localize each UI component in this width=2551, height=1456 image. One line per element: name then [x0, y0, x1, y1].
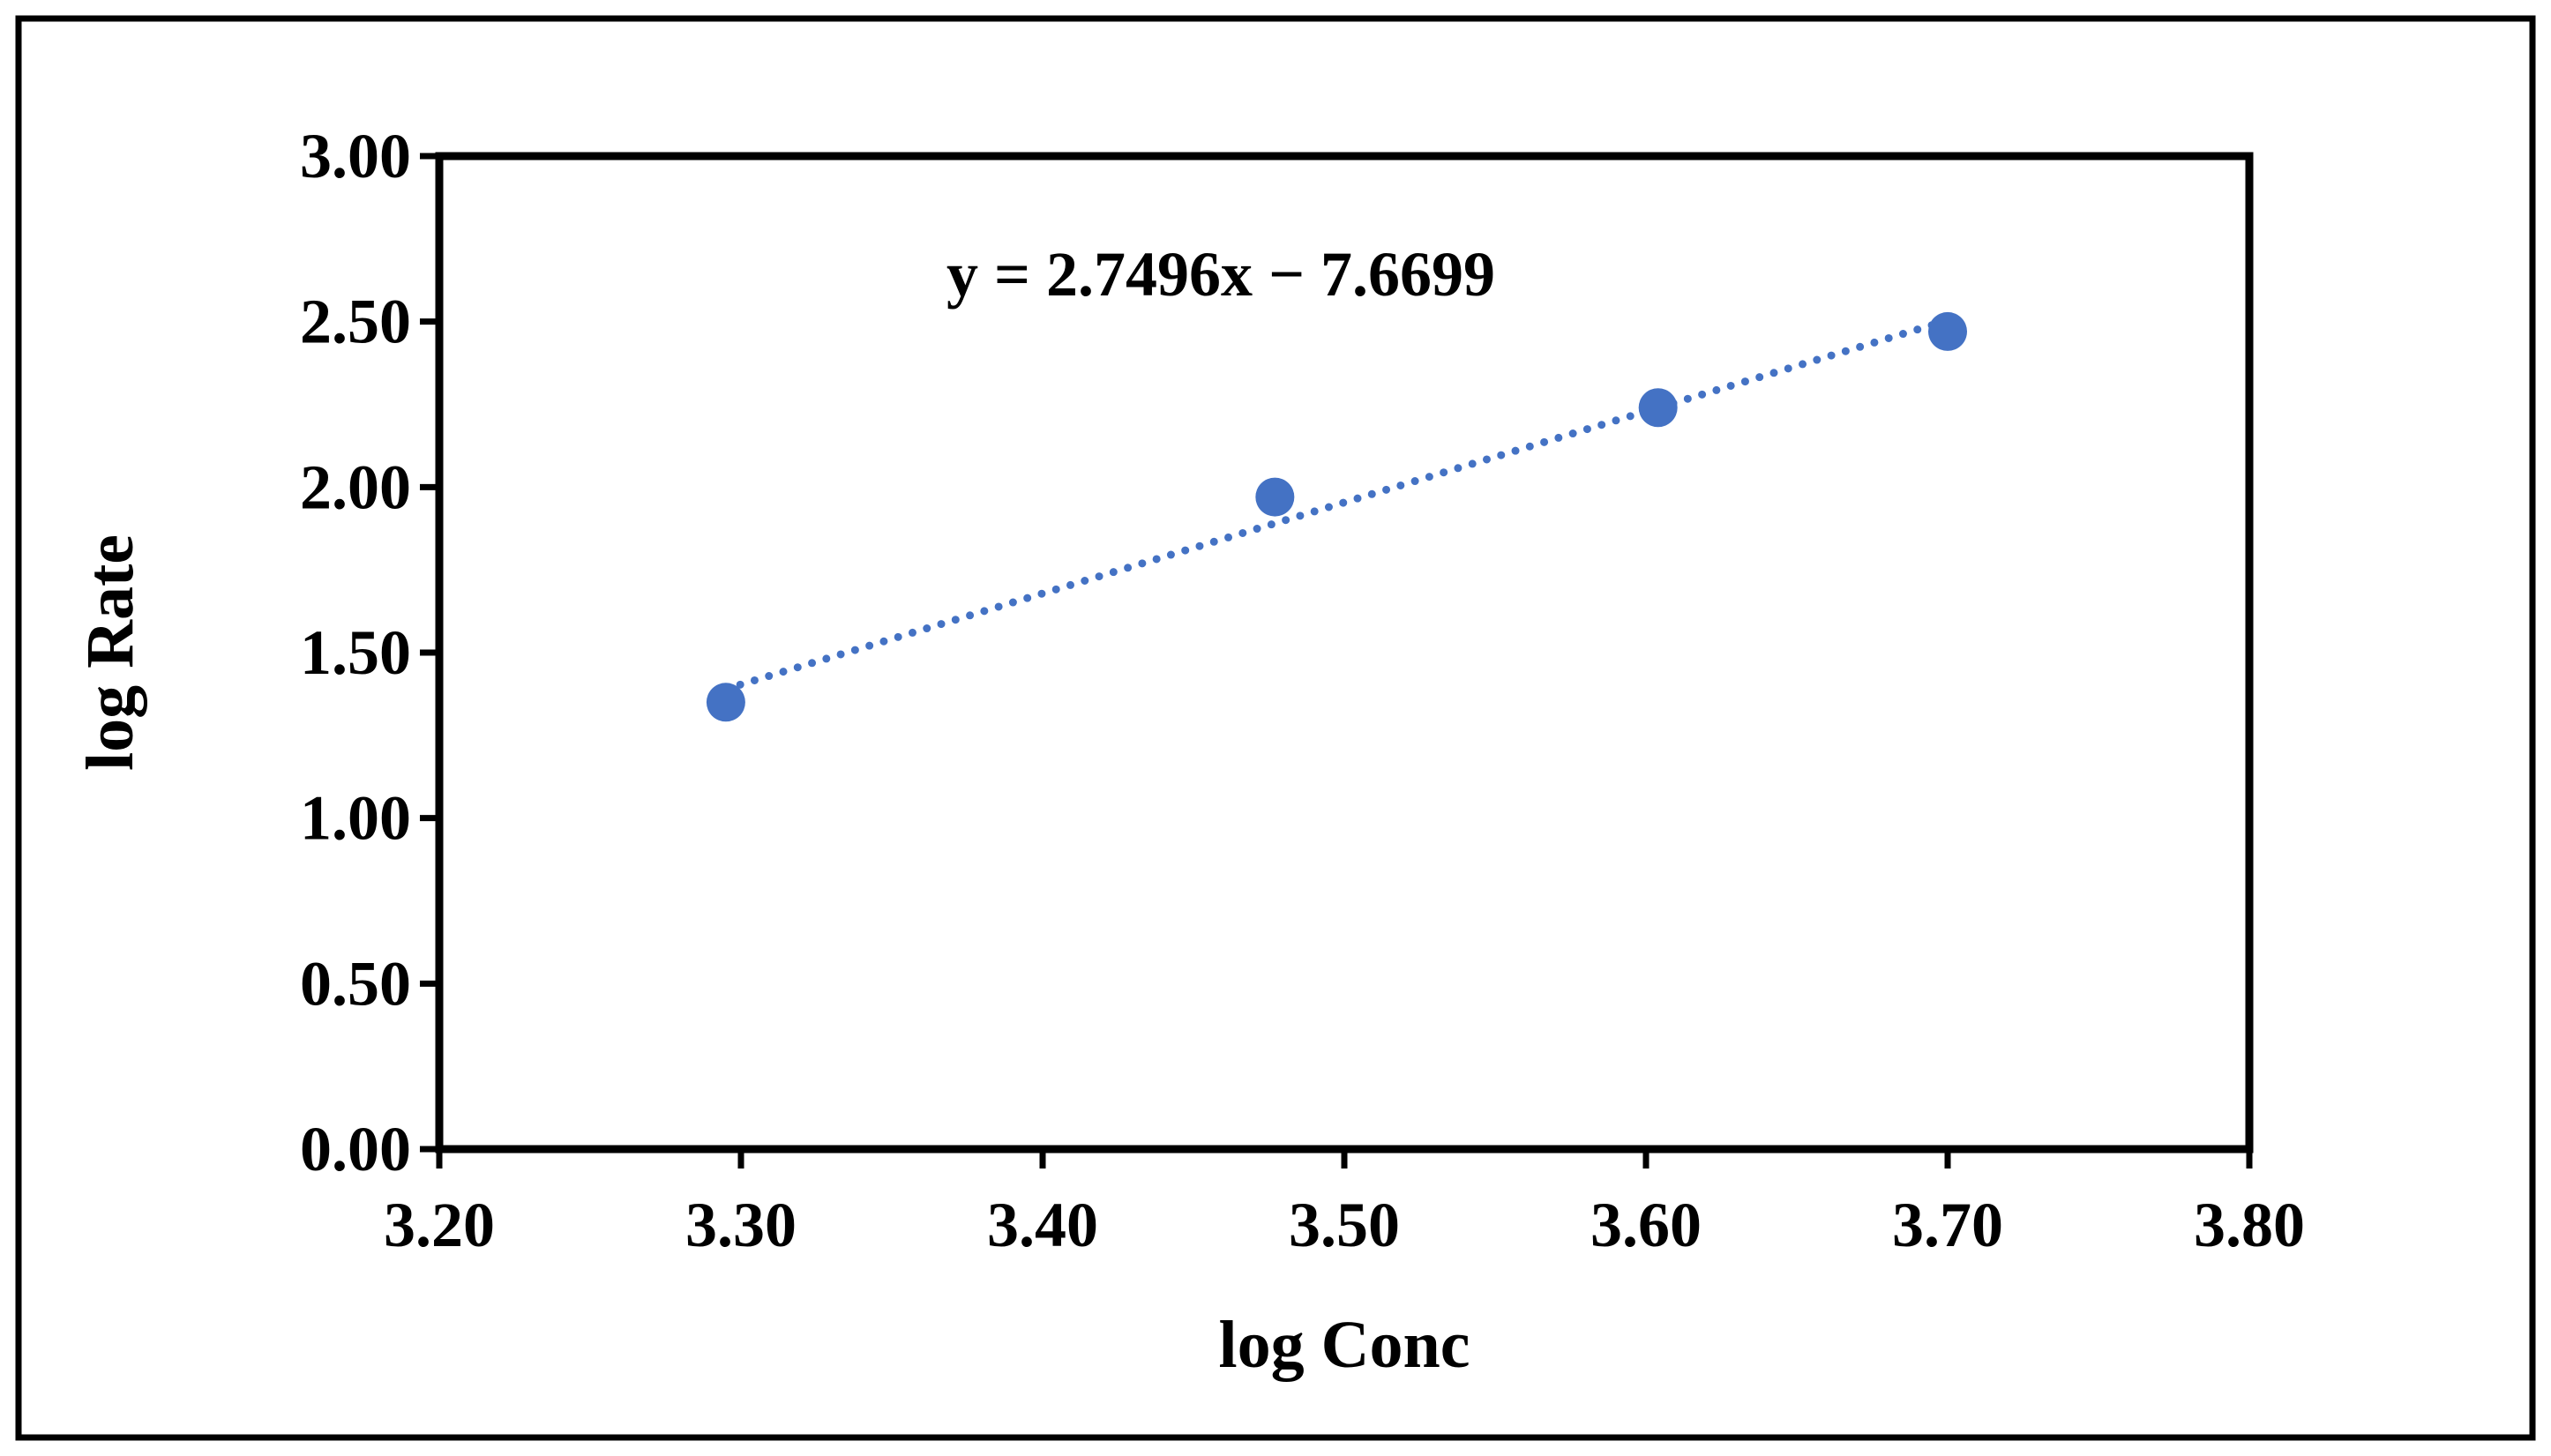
y-tick-label: 1.50	[300, 617, 411, 688]
x-axis-ticks: 3.20 3.30 3.40 3.50 3.60 3.70 3.80	[384, 1149, 2305, 1260]
y-tick-label: 3.00	[300, 121, 411, 191]
equation-label: y = 2.7496x − 7.6699	[946, 239, 1495, 310]
data-point	[706, 683, 745, 722]
y-axis-ticks: 0.00 0.50 1.00 1.50 2.00 2.50 3.00	[300, 121, 439, 1184]
y-tick-label: 0.00	[300, 1114, 411, 1184]
x-tick-label: 3.50	[1289, 1190, 1400, 1260]
x-tick-label: 3.30	[685, 1190, 797, 1260]
y-tick-label: 2.00	[300, 452, 411, 522]
x-axis-title: log Conc	[1219, 1308, 1470, 1382]
trendline-group	[722, 316, 1952, 693]
data-point	[1928, 311, 1967, 351]
x-tick-label: 3.40	[987, 1190, 1098, 1260]
trendline	[722, 316, 1952, 693]
y-tick-label: 2.50	[300, 287, 411, 357]
x-tick-label: 3.60	[1590, 1190, 1702, 1260]
y-tick-label: 1.00	[300, 783, 411, 854]
x-tick-label: 3.20	[384, 1190, 495, 1260]
y-tick-label: 0.50	[300, 948, 411, 1019]
x-tick-label: 3.70	[1892, 1190, 2003, 1260]
data-point	[1638, 388, 1678, 428]
data-points	[706, 311, 1967, 722]
y-axis-title: log Rate	[73, 534, 147, 771]
data-point	[1255, 477, 1295, 517]
x-tick-label: 3.80	[2194, 1190, 2305, 1260]
